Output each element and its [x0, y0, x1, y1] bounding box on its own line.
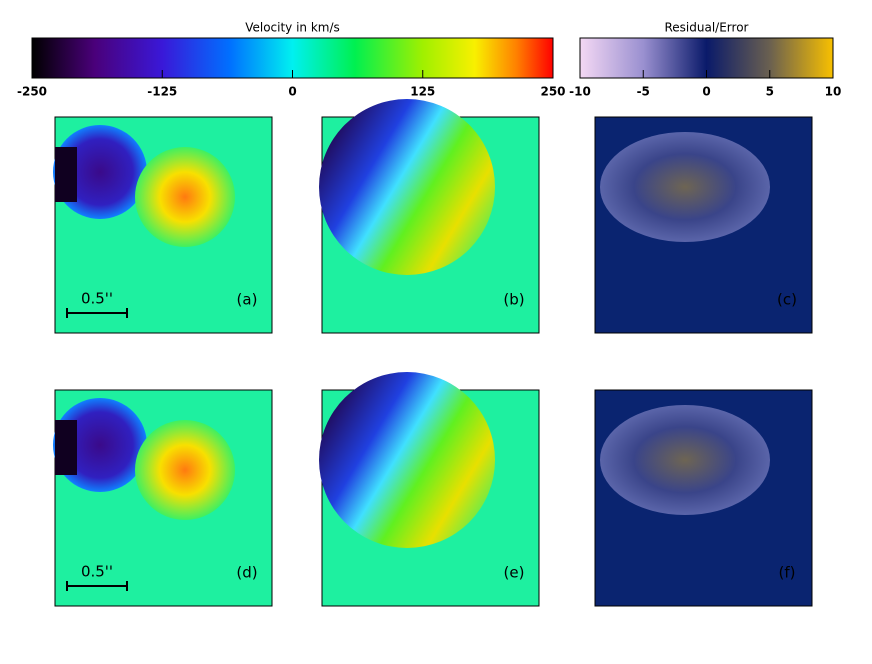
mask	[321, 361, 322, 362]
scale-label: 0.5''	[81, 563, 113, 581]
disc	[319, 99, 495, 275]
disc	[319, 372, 495, 548]
panel: (a) 0.5''	[53, 116, 273, 334]
panel: (e)	[319, 361, 540, 607]
panel-label: (e)	[504, 564, 525, 582]
tick-label: -10	[569, 85, 591, 99]
residual	[600, 132, 770, 242]
tick-label: 0	[288, 85, 296, 99]
panel-label: (a)	[237, 291, 258, 309]
colorbar-title: Residual/Error	[665, 21, 749, 35]
panel-label: (f)	[779, 564, 796, 582]
panel-label: (b)	[503, 291, 524, 309]
blob	[135, 147, 235, 247]
blob	[135, 420, 235, 520]
tick-label: -5	[637, 85, 650, 99]
tick-label: 250	[540, 85, 565, 99]
tick-label: -125	[147, 85, 177, 99]
tick-label: -250	[17, 85, 47, 99]
scale-label: 0.5''	[81, 290, 113, 308]
mask	[321, 88, 322, 89]
panel: (b)	[319, 88, 540, 334]
residual	[600, 405, 770, 515]
colorbar-title: Velocity in km/s	[245, 21, 340, 35]
tick-label: 10	[825, 85, 842, 99]
panel-label: (d)	[236, 564, 257, 582]
blob	[55, 147, 77, 202]
panel: (f)	[594, 389, 813, 607]
panel-label: (c)	[777, 291, 797, 309]
panel: (c)	[594, 116, 813, 334]
tick-label: 125	[410, 85, 435, 99]
blob	[55, 420, 77, 475]
panel: (d) 0.5''	[53, 389, 273, 607]
tick-label: 5	[766, 85, 774, 99]
tick-label: 0	[702, 85, 710, 99]
